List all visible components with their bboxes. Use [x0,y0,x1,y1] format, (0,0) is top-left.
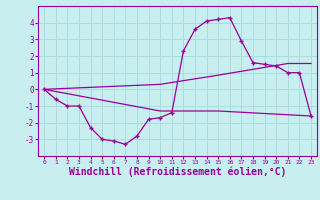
X-axis label: Windchill (Refroidissement éolien,°C): Windchill (Refroidissement éolien,°C) [69,167,286,177]
